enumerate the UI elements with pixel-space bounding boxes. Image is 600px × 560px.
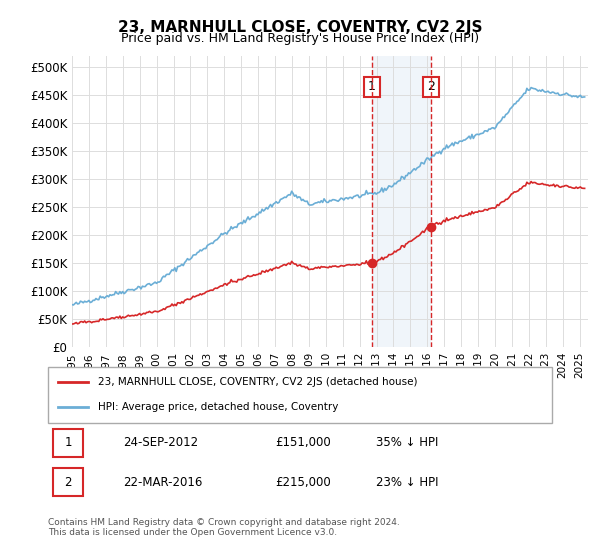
Text: Price paid vs. HM Land Registry's House Price Index (HPI): Price paid vs. HM Land Registry's House … [121,32,479,45]
Text: 24-SEP-2012: 24-SEP-2012 [124,436,199,449]
Text: 23% ↓ HPI: 23% ↓ HPI [376,475,438,488]
Text: 2: 2 [64,475,72,488]
Text: 22-MAR-2016: 22-MAR-2016 [124,475,203,488]
Text: 1: 1 [64,436,72,449]
Bar [372,56,431,347]
Text: 23, MARNHULL CLOSE, COVENTRY, CV2 2JS (detached house): 23, MARNHULL CLOSE, COVENTRY, CV2 2JS (d… [98,377,418,388]
FancyBboxPatch shape [48,367,552,423]
FancyBboxPatch shape [53,429,83,457]
Text: 1: 1 [368,80,376,94]
Text: HPI: Average price, detached house, Coventry: HPI: Average price, detached house, Cove… [98,402,339,412]
Text: 35% ↓ HPI: 35% ↓ HPI [376,436,438,449]
FancyBboxPatch shape [53,468,83,496]
Text: 2: 2 [427,80,435,94]
Text: 23, MARNHULL CLOSE, COVENTRY, CV2 2JS: 23, MARNHULL CLOSE, COVENTRY, CV2 2JS [118,20,482,35]
Text: £151,000: £151,000 [275,436,331,449]
Text: Contains HM Land Registry data © Crown copyright and database right 2024.
This d: Contains HM Land Registry data © Crown c… [48,518,400,538]
Text: £215,000: £215,000 [275,475,331,488]
